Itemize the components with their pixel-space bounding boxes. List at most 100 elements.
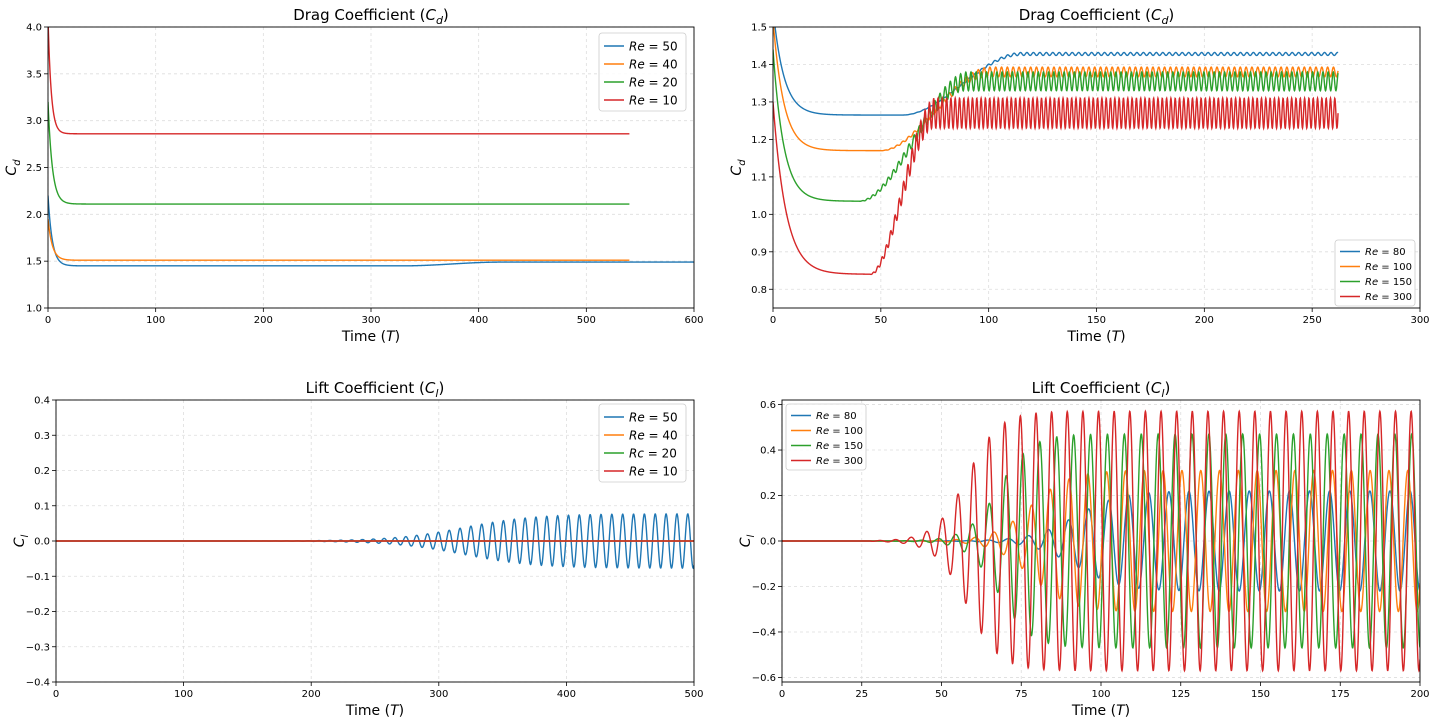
y-tick-label: −0.3 (26, 642, 50, 653)
y-tick-label: −0.6 (752, 673, 776, 684)
legend-box (598, 403, 687, 483)
y-tick-label: 0.0 (760, 537, 776, 548)
y-tick-label: 1.2 (751, 135, 767, 146)
x-tick-label: 500 (684, 689, 703, 700)
legend-label: Re = 100 (816, 426, 863, 437)
chart-title: Lift Coefficient (Cl) (306, 379, 445, 400)
y-tick-label: 0.2 (760, 491, 776, 502)
legend: Re = 50 Re = 40 Re = 20 Re = 10 (598, 32, 687, 112)
series-line-re-10 (48, 27, 630, 135)
x-tick-label: 100 (174, 689, 193, 700)
y-tick-label: 2.5 (26, 163, 42, 174)
y-tick-label: −0.2 (26, 607, 50, 618)
legend-label: Re = 20 (629, 75, 678, 89)
y-tick-label: 1.3 (751, 97, 767, 108)
y-tick-label: 0.6 (760, 400, 776, 411)
x-tick-label: 50 (935, 689, 948, 700)
legend-label: Re = 40 (629, 428, 678, 442)
y-tick-label: 0.4 (34, 396, 50, 407)
series-line-re-300 (773, 95, 1339, 276)
y-tick-label: 2.0 (26, 210, 42, 221)
x-tick-label: 300 (429, 689, 448, 700)
series-line-re-80 (774, 27, 1339, 116)
x-tick-label: 200 (1410, 689, 1429, 700)
legend-label: Re = 300 (816, 456, 863, 467)
legend-box (598, 32, 687, 112)
x-tick-label: 175 (1331, 689, 1350, 700)
y-tick-label: 0.1 (34, 501, 50, 512)
x-tick-label: 400 (557, 689, 576, 700)
y-tick-label: 1.1 (751, 172, 767, 183)
x-axis-label: Time (T) (1066, 329, 1125, 345)
x-tick-label: 50 (874, 315, 887, 326)
legend-label: Re = 50 (629, 39, 678, 53)
series-line-re-40 (48, 218, 630, 261)
y-tick-label: 3.5 (26, 69, 42, 80)
y-axis-label: Cd (4, 159, 23, 176)
chart-title: Drag Coefficient (Cd) (1019, 6, 1175, 27)
x-tick-label: 0 (770, 315, 776, 326)
x-tick-label: 300 (361, 315, 380, 326)
x-tick-label: 0 (779, 689, 785, 700)
legend-label: Re = 150 (1365, 277, 1412, 288)
x-tick-label: 200 (302, 689, 321, 700)
legend-label: Re = 50 (629, 410, 678, 424)
x-tick-label: 150 (1251, 689, 1270, 700)
x-axis-label: Time (T) (341, 329, 400, 345)
y-tick-label: 1.5 (751, 23, 767, 34)
legend-label: Re = 40 (629, 57, 678, 71)
x-tick-label: 100 (1091, 689, 1110, 700)
x-tick-label: 100 (146, 315, 165, 326)
legend-label: Re = 80 (816, 411, 857, 422)
y-axis-label: Cl (12, 535, 31, 548)
y-tick-label: 0.8 (751, 285, 767, 296)
x-axis-label: Time (T) (1071, 703, 1130, 719)
x-tick-label: 500 (577, 315, 596, 326)
chart-lift_high: 0 25 50 75 100 125 150 175 200 −0.6 −0.4 −0.2 0.0 0.2… (738, 379, 1430, 719)
chart-title: Lift Coefficient (Cl) (1032, 379, 1171, 400)
legend-label: Re = 100 (1365, 262, 1412, 273)
chart-title: Drag Coefficient (Cd) (293, 6, 449, 27)
x-axis-label: Time (T) (345, 703, 404, 719)
x-tick-label: 25 (855, 689, 868, 700)
y-tick-label: 0.9 (751, 247, 767, 258)
y-tick-label: 1.4 (751, 60, 767, 71)
y-tick-label: 3.0 (26, 116, 42, 127)
y-tick-label: 0.4 (760, 446, 776, 457)
x-tick-label: 75 (1015, 689, 1028, 700)
legend-label: Re = 10 (629, 93, 678, 107)
legend: Re = 50 Re = 40 Rc = 20 Re = 10 (598, 403, 687, 483)
x-tick-label: 125 (1171, 689, 1190, 700)
y-axis-label: Cd (729, 159, 748, 176)
series-line-re-50 (48, 195, 694, 267)
y-tick-label: −0.2 (752, 582, 776, 593)
chart-lift_low: 0 100 200 300 400 500 −0.4 −0.3 −0.2 −0.1 0.0 0.1 0.… (12, 379, 704, 719)
series-line-re-150 (773, 49, 1339, 202)
x-tick-label: 100 (979, 315, 998, 326)
legend: Re = 80 Re = 100 Re = 150 Re = 300 (785, 403, 867, 471)
x-tick-label: 150 (1087, 315, 1106, 326)
chart-drag_low: 0 100 200 300 400 500 600 1.0 1.5 2.0 2.5 3.0 3.5 4.0… (4, 6, 704, 345)
legend-label: Re = 10 (629, 464, 678, 478)
legend-label: Re = 80 (1365, 247, 1406, 258)
x-tick-label: 200 (254, 315, 273, 326)
y-axis-label: Cl (738, 535, 757, 548)
y-tick-label: 4.0 (26, 23, 42, 34)
y-tick-label: −0.1 (26, 572, 50, 583)
x-tick-label: 200 (1195, 315, 1214, 326)
y-tick-label: 1.0 (751, 210, 767, 221)
legend-label: Rc = 20 (629, 446, 677, 460)
y-tick-label: −0.4 (26, 678, 50, 689)
x-tick-label: 600 (684, 315, 703, 326)
y-tick-label: 0.2 (34, 466, 50, 477)
chart-drag_high: 0 50 100 150 200 250 300 0.8 0.9 1.0 1.1 1.2 1.3 1.4 1… (729, 6, 1430, 345)
legend: Re = 80 Re = 100 Re = 150 Re = 300 (1334, 239, 1416, 307)
y-tick-label: −0.4 (752, 627, 776, 638)
legend-label: Re = 300 (1365, 292, 1412, 303)
x-tick-label: 300 (1410, 315, 1429, 326)
legend-label: Re = 150 (816, 441, 863, 452)
x-tick-label: 0 (53, 689, 59, 700)
y-tick-label: 0.3 (34, 431, 50, 442)
legend-box (1334, 239, 1416, 307)
